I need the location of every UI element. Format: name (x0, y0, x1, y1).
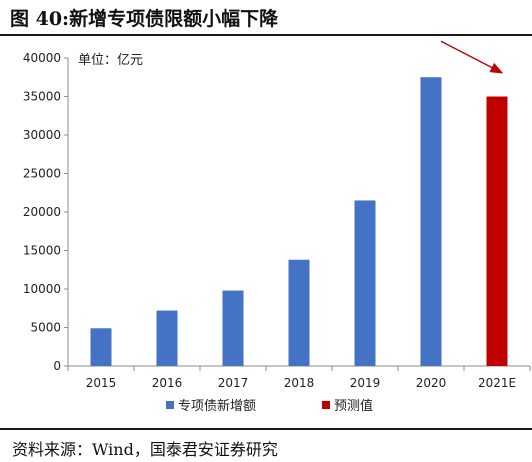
x-tick-label: 2017 (218, 376, 249, 390)
bar-actual (90, 328, 112, 366)
y-tick-label: 15000 (23, 244, 61, 258)
x-tick-label: 2016 (152, 376, 183, 390)
bars (90, 77, 508, 366)
x-tick-label: 2018 (284, 376, 315, 390)
y-axis: 0 5000 10000 15000 20000 25000 30000 35000 40000 (23, 51, 69, 373)
figure-title: 图 40:新增专项债限额小幅下降 (10, 8, 279, 30)
legend-swatch (322, 401, 330, 409)
legend: 专项债新增额 预测值 (166, 398, 373, 414)
bar-actual (222, 290, 244, 366)
y-tick-label: 20000 (23, 205, 61, 219)
x-tick-label: 2019 (350, 376, 381, 390)
bar-actual (288, 259, 310, 366)
legend-swatch (166, 401, 174, 409)
annotation (440, 40, 504, 74)
x-tick-label: 2020 (416, 376, 447, 390)
y-tick-label: 0 (53, 359, 61, 373)
bar-actual (156, 310, 178, 366)
footer: 资料来源：Wind，国泰君安证券研究 (0, 428, 532, 462)
y-tick-label: 40000 (23, 51, 61, 65)
legend-label: 预测值 (334, 398, 373, 414)
title-bar: 图 40:新增专项债限额小幅下降 (0, 0, 532, 36)
y-tick-label: 35000 (23, 90, 61, 104)
y-tick-label: 10000 (23, 282, 61, 296)
y-tick-label: 5000 (30, 321, 61, 335)
y-tick-label: 30000 (23, 128, 61, 142)
bar-forecast (486, 96, 508, 366)
source-note: 资料来源：Wind，国泰君安证券研究 (12, 440, 278, 459)
legend-label: 专项债新增额 (178, 398, 256, 414)
trend-arrow (440, 40, 504, 74)
x-tick-label: 2015 (86, 376, 117, 390)
bar-actual (420, 77, 442, 366)
unit-label: 单位：亿元 (78, 53, 143, 68)
x-tick-label: 2021E (478, 376, 516, 390)
bar-actual (354, 200, 376, 366)
x-axis: 2015 2016 2017 2018 2019 2020 2021E (67, 365, 531, 390)
bar-chart: 0 5000 10000 15000 20000 25000 30000 35000 40000… (23, 40, 531, 414)
y-tick-label: 25000 (23, 167, 61, 181)
